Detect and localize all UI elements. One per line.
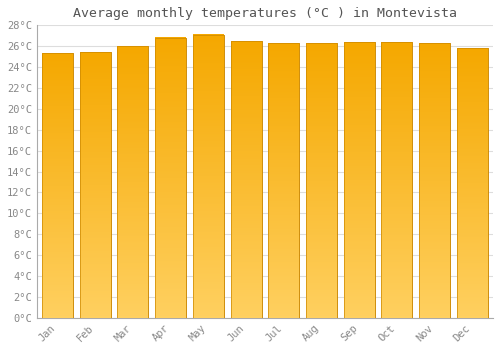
Bar bbox=[268, 43, 299, 318]
Bar bbox=[382, 42, 412, 318]
Bar bbox=[155, 38, 186, 318]
Bar bbox=[230, 41, 262, 318]
Bar bbox=[419, 43, 450, 318]
Bar bbox=[344, 42, 374, 318]
Bar bbox=[118, 46, 148, 318]
Bar bbox=[344, 42, 374, 318]
Bar bbox=[193, 35, 224, 318]
Bar bbox=[80, 52, 110, 318]
Bar bbox=[382, 42, 412, 318]
Bar bbox=[419, 43, 450, 318]
Bar bbox=[457, 48, 488, 318]
Title: Average monthly temperatures (°C ) in Montevista: Average monthly temperatures (°C ) in Mo… bbox=[73, 7, 457, 20]
Bar bbox=[230, 41, 262, 318]
Bar bbox=[306, 43, 337, 318]
Bar bbox=[268, 43, 299, 318]
Bar bbox=[155, 38, 186, 318]
Bar bbox=[42, 54, 73, 318]
Bar bbox=[118, 46, 148, 318]
Bar bbox=[42, 54, 73, 318]
Bar bbox=[80, 52, 110, 318]
Bar bbox=[306, 43, 337, 318]
Bar bbox=[457, 48, 488, 318]
Bar bbox=[193, 35, 224, 318]
